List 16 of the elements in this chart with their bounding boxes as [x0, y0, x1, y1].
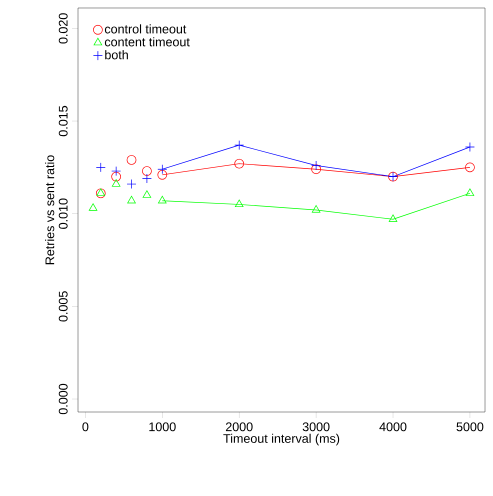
x-axis-title: Timeout interval (ms)	[223, 434, 340, 446]
x-tick-label: 0	[82, 422, 88, 432]
legend-label: content timeout	[104, 37, 190, 46]
legend-label: control timeout	[104, 24, 186, 34]
x-tick-label: 5000	[456, 422, 484, 432]
y-tick-label: 0.010	[58, 198, 68, 229]
x-tick-label: 2000	[226, 422, 253, 432]
y-axis-title: Retries vs sent ratio	[45, 155, 54, 264]
y-tick-label: 0.000	[58, 384, 68, 414]
y-tick-label: 0.020	[58, 13, 68, 44]
y-tick-label: 0.015	[58, 106, 68, 136]
y-tick-label: 0.005	[58, 291, 68, 322]
x-tick-label: 1000	[149, 422, 176, 432]
x-tick-label: 3000	[302, 422, 330, 432]
legend-label: both	[105, 50, 128, 60]
x-tick-label: 4000	[379, 422, 406, 432]
